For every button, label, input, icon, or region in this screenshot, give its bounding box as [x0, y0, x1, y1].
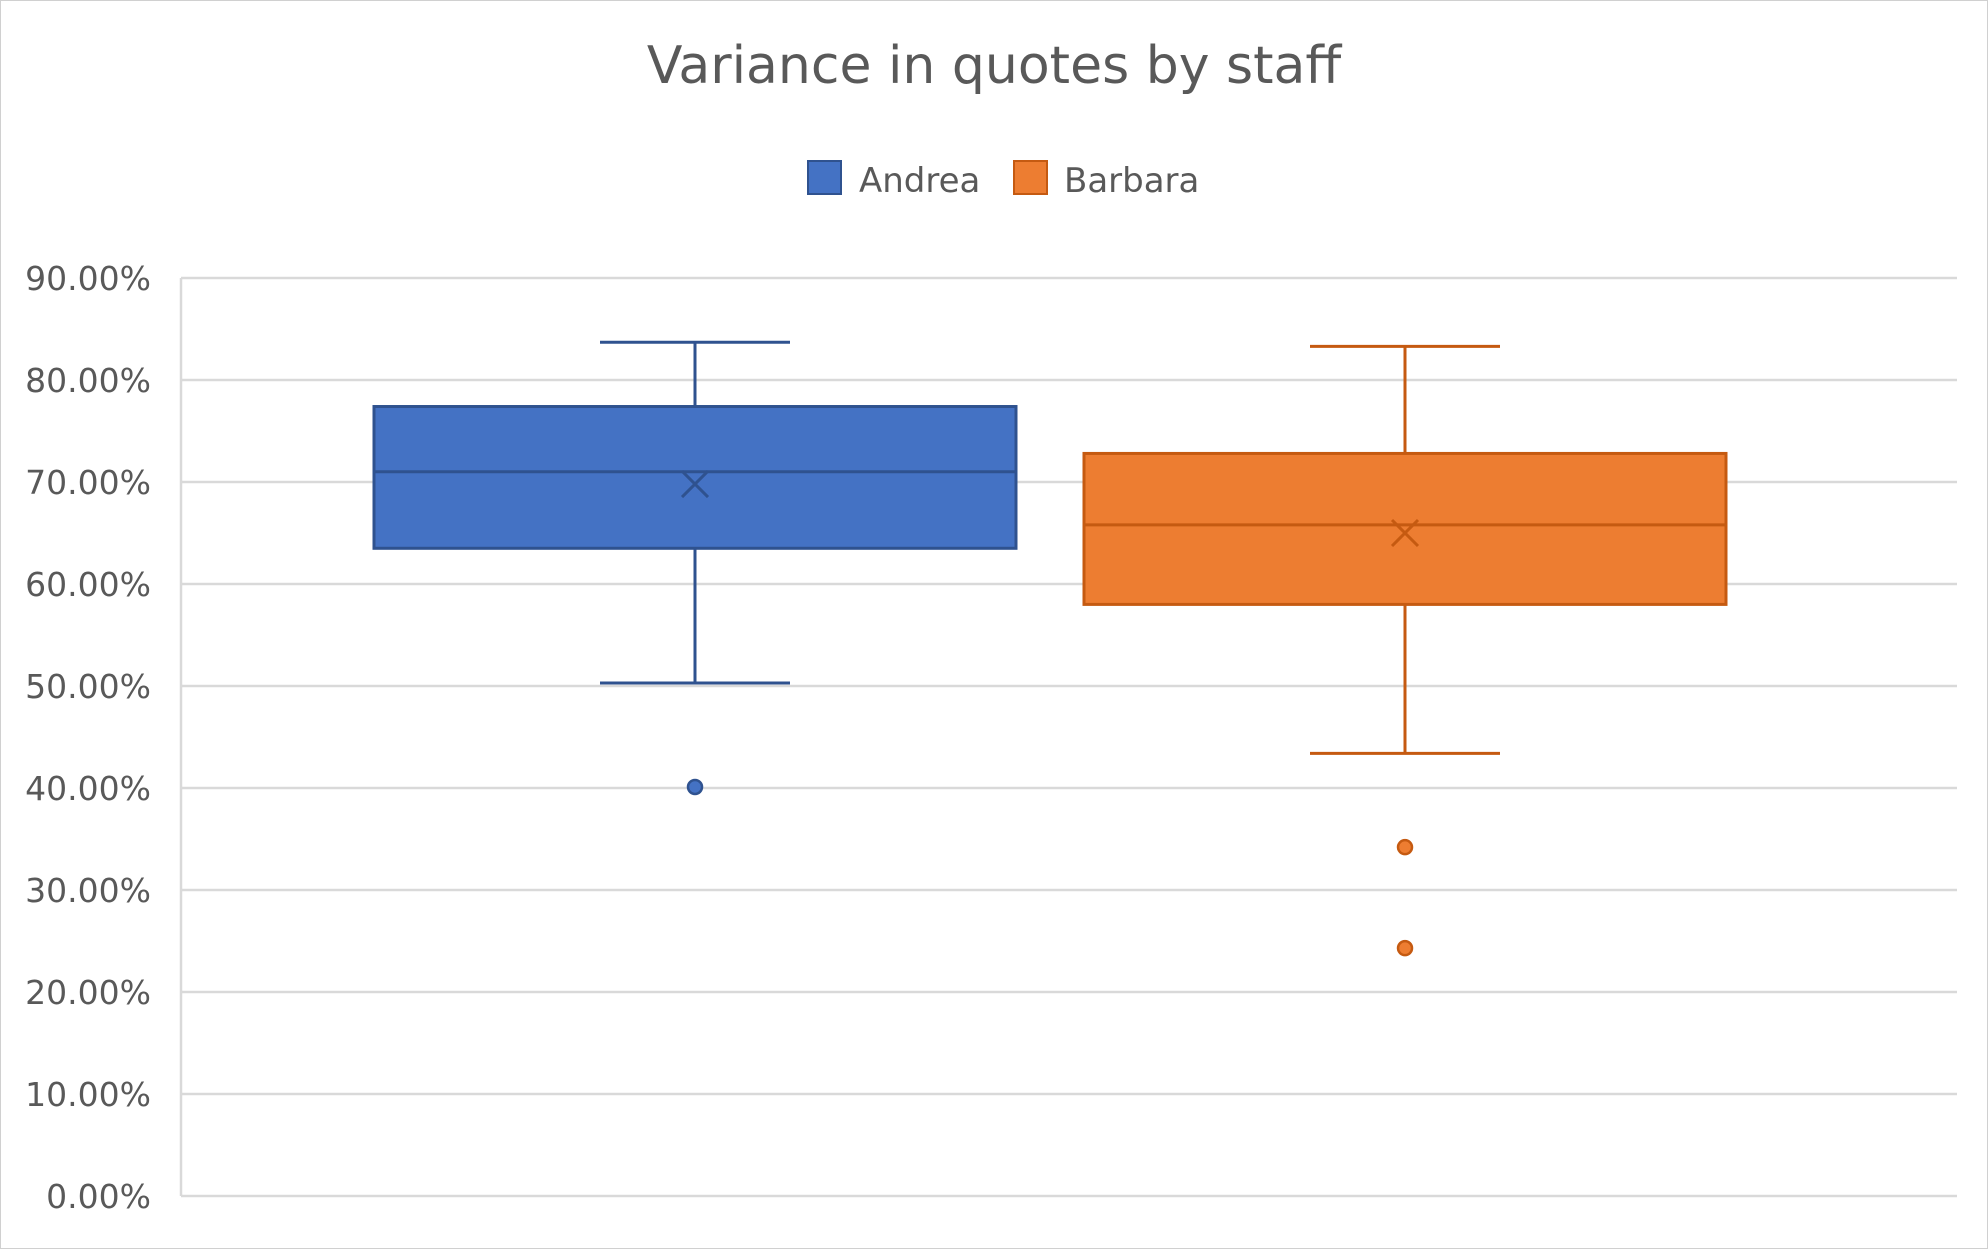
mean-marker [680, 469, 710, 499]
legend-label: Andrea [859, 161, 980, 201]
y-tick-label: 70.00% [25, 463, 151, 502]
outlier-point [686, 778, 704, 796]
legend-label: Barbara [1064, 161, 1199, 201]
legend-swatch [807, 160, 842, 195]
mean-marker [1390, 518, 1420, 548]
box-barbara [1082, 344, 1728, 957]
y-tick-label: 20.00% [25, 973, 151, 1012]
y-tick-label: 90.00% [25, 259, 151, 298]
legend-swatch [1013, 160, 1048, 195]
plot-area [372, 340, 1728, 957]
y-tick-label: 30.00% [25, 871, 151, 910]
y-tick-label: 0.00% [46, 1177, 151, 1216]
outlier-point [1396, 939, 1414, 957]
y-tick-label: 10.00% [25, 1075, 151, 1114]
y-tick-label: 60.00% [25, 565, 151, 604]
iqr-box [372, 405, 1018, 550]
y-tick-label: 50.00% [25, 667, 151, 706]
iqr-box [1082, 451, 1728, 606]
y-tick-label: 80.00% [25, 361, 151, 400]
y-tick-label: 40.00% [25, 769, 151, 808]
box-andrea [372, 340, 1018, 796]
outlier-point [1396, 838, 1414, 856]
gridlines [179, 276, 1957, 1198]
y-axis-ticks: 0.00% 10.00% 20.00% 30.00% 40.00% 50.00% 60.00… [25, 259, 151, 1216]
chart-title: Variance in quotes by staff [647, 36, 1343, 96]
legend: Andrea Barbara [807, 160, 1199, 201]
